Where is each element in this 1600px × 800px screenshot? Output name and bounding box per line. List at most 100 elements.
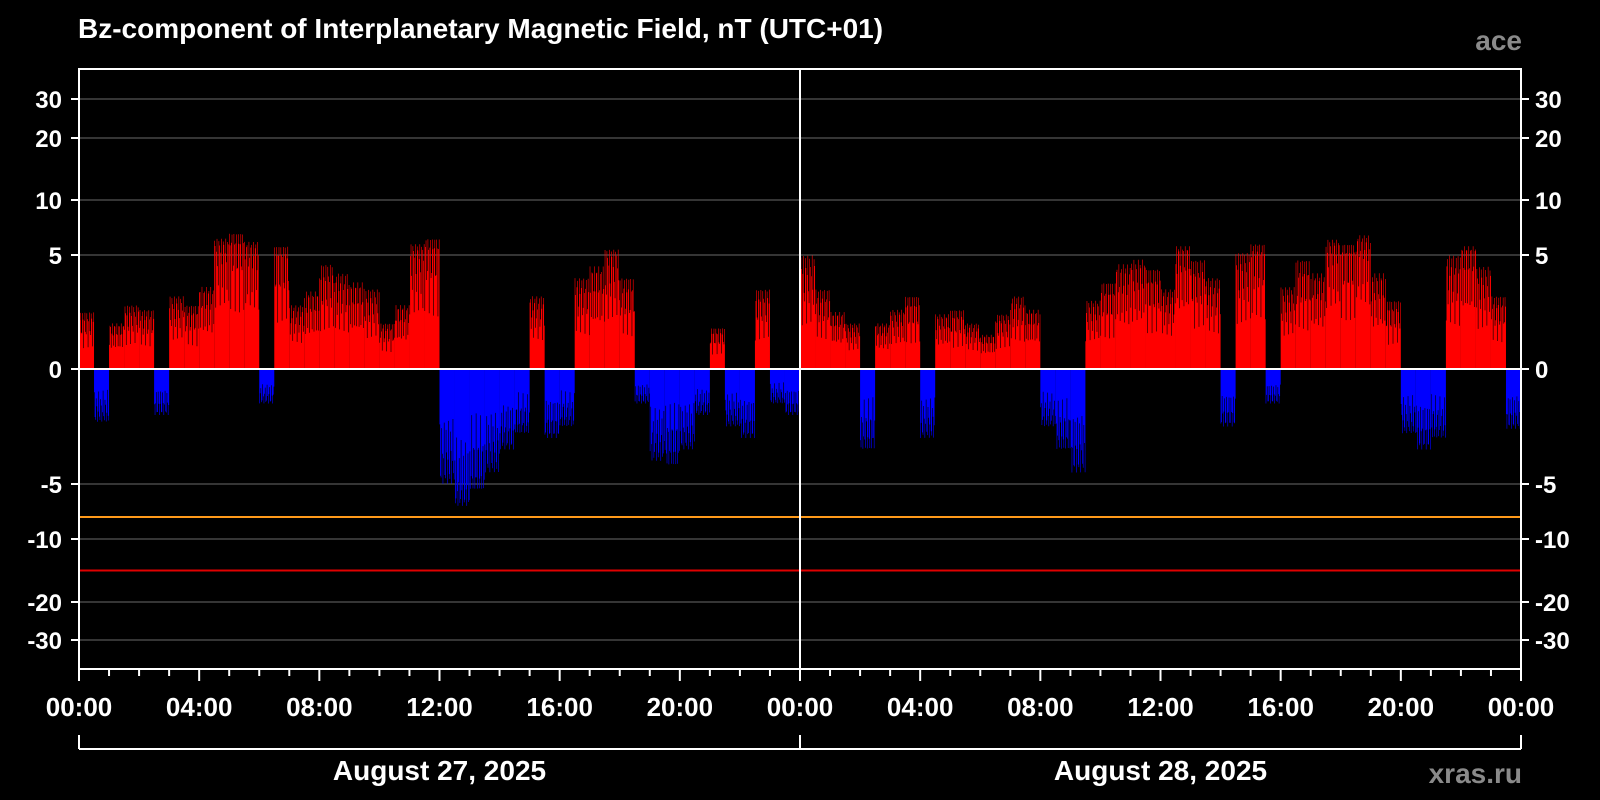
bz-bar [439, 369, 455, 484]
y-tick-label-right: 5 [1535, 243, 1548, 270]
bz-bar [454, 369, 470, 506]
bz-bar [184, 305, 200, 369]
bz-bar [529, 296, 545, 369]
bz-bar [394, 305, 410, 369]
bz-bar [109, 323, 125, 369]
bz-bar [1475, 266, 1491, 369]
y-tick-label-right: 10 [1535, 188, 1562, 215]
bz-bar [950, 310, 966, 369]
bz-bar [484, 369, 500, 473]
bz-bar [409, 244, 425, 369]
bz-bar [709, 328, 725, 369]
y-tick-label-right: -30 [1535, 628, 1570, 655]
bz-bar [1415, 369, 1431, 450]
bz-bar [1325, 239, 1341, 369]
y-tick-label-left: -10 [27, 527, 62, 554]
bz-bar [1430, 369, 1446, 438]
bz-bar [965, 323, 981, 369]
y-tick-label-left: 5 [49, 243, 62, 270]
y-tick-label-left: 10 [35, 188, 62, 215]
watermark: xras.ru [1429, 758, 1522, 789]
bz-bar [1235, 253, 1251, 369]
chart-title: Bz-component of Interplanetary Magnetic … [78, 13, 883, 44]
bz-bar [724, 369, 740, 427]
bz-bar [1025, 309, 1041, 369]
bz-bar [349, 282, 365, 369]
bz-bar [995, 314, 1011, 369]
bz-bar [94, 369, 110, 422]
bz-bar [769, 369, 785, 404]
bz-bar [784, 369, 800, 415]
bz-bar [1175, 246, 1191, 369]
y-tick-label-left: -30 [27, 628, 62, 655]
bz-bar [1460, 246, 1476, 369]
bz-bar [1310, 273, 1326, 369]
bz-bar [905, 296, 921, 369]
x-tick-label: 12:00 [1127, 692, 1194, 722]
data-bars [79, 233, 1521, 506]
x-tick-label: 20:00 [1368, 692, 1435, 722]
y-tick-label-left: 30 [35, 87, 62, 114]
bz-bar [649, 369, 665, 461]
bz-bar [1085, 300, 1101, 369]
x-tick-label: 04:00 [887, 692, 954, 722]
bz-bar [1190, 260, 1206, 369]
x-tick-label: 00:00 [1488, 692, 1555, 722]
bz-bar [214, 238, 230, 369]
bz-bar [830, 312, 846, 369]
bz-bar [289, 305, 305, 369]
x-tick-label: 16:00 [1247, 692, 1314, 722]
bz-bar [139, 309, 155, 369]
x-tick-label: 00:00 [46, 692, 113, 722]
bz-bar [1280, 287, 1296, 369]
y-tick-label-left: 0 [49, 357, 62, 384]
bz-bar [319, 264, 335, 369]
bz-bar [469, 369, 485, 489]
bz-bar [229, 233, 245, 369]
bz-bar [274, 246, 290, 369]
bz-bar [1400, 369, 1416, 434]
bz-bar [364, 289, 380, 369]
bz-bar [304, 291, 320, 369]
bz-bar [800, 255, 816, 369]
y-axis-right: 30 20 10 5 0 -5 -10 -20 -30 [1521, 87, 1570, 655]
bz-bar [544, 369, 560, 438]
x-tick-label: 08:00 [1007, 692, 1074, 722]
bz-bar [259, 369, 275, 404]
bz-bar [619, 278, 635, 369]
bz-bar [1205, 278, 1221, 369]
bz-bar [124, 305, 140, 369]
bz-bar [424, 239, 440, 369]
x-axis: 00:00 04:00 08:00 12:00 16:00 20:00 00:00 04:00… [46, 669, 1555, 722]
bz-bar [499, 369, 515, 450]
x-tick-label: 16:00 [526, 692, 593, 722]
bz-bar [1250, 244, 1266, 369]
bz-bar [1160, 289, 1176, 369]
x-tick-label: 04:00 [166, 692, 233, 722]
bz-bar [1130, 259, 1146, 369]
bz-bar [334, 273, 350, 369]
bz-bar [379, 323, 395, 369]
source-label: ace [1475, 25, 1522, 56]
bz-bar [79, 312, 95, 369]
bz-bar [1445, 255, 1461, 369]
bz-bar [1115, 264, 1131, 369]
bz-bar [1145, 269, 1161, 369]
bz-bar [514, 369, 530, 433]
y-tick-label-right: -5 [1535, 472, 1556, 499]
bz-bar [875, 323, 891, 369]
bz-bar [1295, 260, 1311, 369]
bz-bar [199, 286, 215, 369]
x-tick-label: 00:00 [767, 692, 834, 722]
bz-bar [920, 369, 936, 438]
bz-bar [1505, 369, 1521, 429]
bz-bar [679, 369, 695, 450]
bz-bar [1010, 296, 1026, 369]
bz-bar [1055, 369, 1071, 449]
bz-bar [1070, 369, 1086, 473]
bz-bar [754, 289, 770, 369]
bz-bar [1100, 283, 1116, 369]
bz-bar [604, 249, 620, 369]
bz-bar [154, 369, 170, 415]
